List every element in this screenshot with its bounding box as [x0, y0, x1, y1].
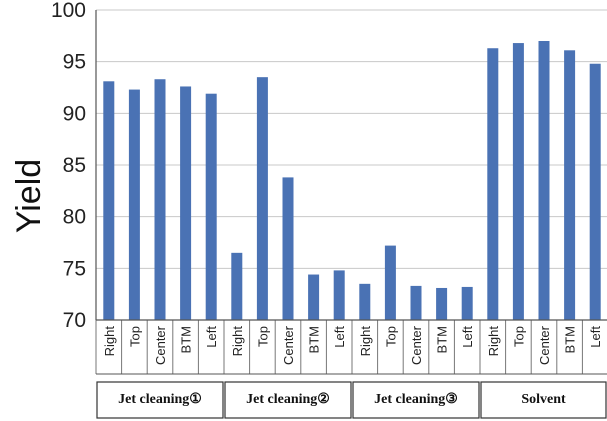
category-label: Center — [281, 325, 296, 365]
grid-lines — [96, 9, 607, 321]
y-tick-labels: 70 75 80 85 90 95 100 — [51, 0, 86, 332]
bar — [128, 89, 140, 320]
category-label: Center — [537, 325, 552, 365]
bar — [410, 285, 422, 320]
bar — [282, 177, 294, 320]
bar — [436, 287, 448, 320]
y-axis-label: Yield — [10, 159, 48, 233]
bar — [589, 63, 601, 320]
bar — [538, 41, 550, 320]
group-label: Solvent — [521, 392, 566, 407]
bar — [231, 252, 243, 320]
category-label: Left — [460, 326, 475, 348]
category-label: Top — [255, 326, 270, 347]
category-label: Center — [409, 325, 424, 365]
bar — [333, 270, 345, 320]
category-label: Left — [332, 326, 347, 348]
y-tick-label: 85 — [63, 154, 86, 177]
bar — [487, 48, 499, 320]
bar — [180, 86, 192, 320]
bar — [154, 79, 166, 320]
category-label: Top — [127, 326, 142, 347]
bars — [103, 41, 601, 321]
axes — [95, 10, 607, 375]
bar — [564, 50, 576, 321]
bar — [512, 43, 524, 321]
y-tick-label: 70 — [63, 309, 86, 332]
bar — [256, 77, 268, 321]
bar — [359, 283, 371, 320]
group-labels: Jet cleaning① Jet cleaning② Jet cleaning③ S… — [96, 381, 607, 419]
y-tick-label: 90 — [63, 102, 86, 125]
category-labels: Right Top Center BTM Left Right Top Center BTM Le… — [102, 325, 603, 365]
group-label: Jet cleaning① — [118, 392, 202, 407]
category-label: Center — [153, 325, 168, 365]
category-label: Top — [511, 326, 526, 347]
category-label: BTM — [307, 326, 322, 353]
group-label: Jet cleaning③ — [374, 392, 458, 407]
bar — [384, 245, 396, 320]
y-tick-label: 100 — [51, 0, 86, 22]
group-box — [352, 381, 480, 419]
bar — [461, 286, 473, 320]
category-label: Right — [230, 326, 245, 357]
group-box — [224, 381, 352, 419]
category-label: BTM — [563, 326, 578, 353]
category-label: Left — [588, 326, 603, 348]
category-label: Top — [383, 326, 398, 347]
category-label: Right — [358, 326, 373, 357]
bar — [205, 93, 217, 320]
y-tick-label: 75 — [63, 257, 86, 280]
y-tick-label: 80 — [63, 206, 86, 229]
group-box — [96, 381, 224, 419]
category-label: Right — [102, 326, 117, 357]
category-label: BTM — [435, 326, 450, 353]
category-label: Left — [204, 326, 219, 348]
bar — [103, 81, 115, 320]
category-label: Right — [486, 326, 501, 357]
group-box — [480, 381, 607, 419]
category-label: BTM — [179, 326, 194, 353]
bar — [308, 274, 320, 320]
group-label: Jet cleaning② — [246, 392, 330, 407]
y-tick-label: 95 — [63, 51, 86, 74]
